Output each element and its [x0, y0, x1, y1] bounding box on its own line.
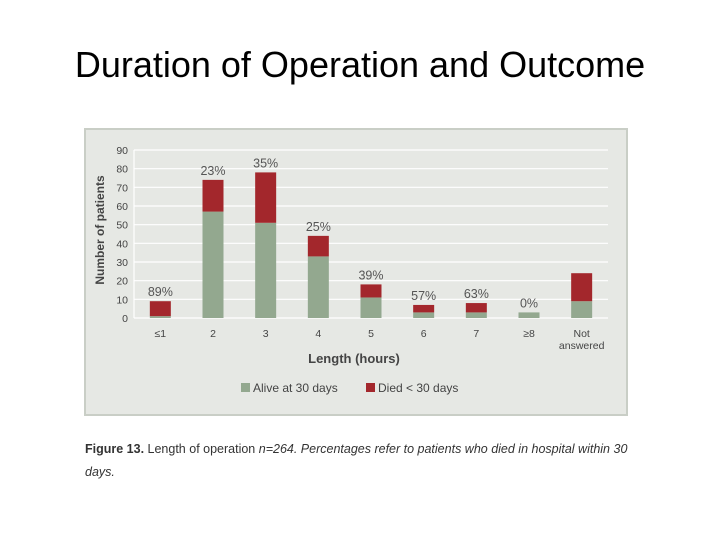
figure-caption: Figure 13. Length of operation n=264. Pe… [85, 438, 645, 484]
bar-died [413, 304, 435, 313]
bar-died [465, 303, 487, 313]
y-tick-label: 0 [122, 313, 128, 325]
bar-alive [149, 316, 171, 318]
percent-label: 0% [520, 296, 538, 310]
y-tick-labels: 0 10 20 30 40 50 60 70 80 90 [116, 145, 128, 325]
percent-labels: 89% 23% 35% 25% 39% 57% 63% 0% [148, 156, 538, 310]
percent-label: 57% [411, 289, 436, 303]
x-axis-label: Length (hours) [308, 351, 400, 366]
y-tick-label: 80 [116, 164, 128, 176]
y-tick-label: 70 [116, 182, 128, 194]
y-tick-label: 20 [116, 276, 128, 288]
percent-label: 63% [464, 287, 489, 301]
y-tick-label: 90 [116, 145, 128, 157]
bar-alive [360, 297, 382, 318]
bar-alive [571, 301, 593, 318]
x-tick-label: 6 [421, 328, 427, 340]
y-tick-label: 50 [116, 220, 128, 232]
y-tick-label: 60 [116, 201, 128, 213]
bar-died [255, 172, 277, 223]
bar-died [149, 301, 171, 317]
x-tick-labels: ≤1 2 3 4 5 6 7 ≥8 Not answered [155, 328, 605, 352]
chart-panel [84, 128, 628, 416]
y-tick-label: 40 [116, 238, 128, 250]
percent-label: 23% [200, 164, 225, 178]
percent-label: 89% [148, 285, 173, 299]
bar-died [571, 273, 593, 302]
y-tick-label: 30 [116, 257, 128, 269]
legend-label-died: Died < 30 days [378, 381, 458, 395]
bar-died [360, 284, 382, 298]
slide-title: Duration of Operation and Outcome [74, 44, 646, 85]
percent-label: 25% [306, 220, 331, 234]
bar-alive [255, 222, 277, 318]
legend-label-alive: Alive at 30 days [253, 381, 338, 395]
bar-alive [465, 312, 487, 318]
y-tick-label: 10 [116, 294, 128, 306]
bar-alive [307, 256, 329, 318]
bar-alive [202, 211, 224, 318]
x-tick-label: 2 [210, 328, 216, 340]
x-tick-label: 3 [263, 328, 269, 340]
bar-alive [413, 312, 435, 318]
bar-died [202, 179, 224, 212]
x-tick-label: Not answered [559, 328, 605, 352]
bar-died [307, 235, 329, 257]
percent-label: 35% [253, 156, 278, 170]
legend-swatch-died [366, 383, 375, 392]
legend: Alive at 30 days Died < 30 days [241, 381, 458, 395]
percent-label: 39% [358, 268, 383, 282]
legend-swatch-alive [241, 383, 250, 392]
bars [149, 172, 593, 318]
caption-note: n=264. Percentages refer to patients who… [85, 442, 628, 479]
caption-label: Figure 13. [85, 442, 145, 456]
x-tick-label: 4 [315, 328, 321, 340]
caption-title: Length of operation [147, 442, 256, 456]
y-axis-label: Number of patients [93, 175, 107, 285]
x-tick-label: 7 [473, 328, 479, 340]
x-tick-label: ≥8 [523, 328, 535, 340]
x-tick-label: 5 [368, 328, 374, 340]
x-tick-label: ≤1 [155, 328, 167, 340]
bar-alive [518, 312, 540, 318]
